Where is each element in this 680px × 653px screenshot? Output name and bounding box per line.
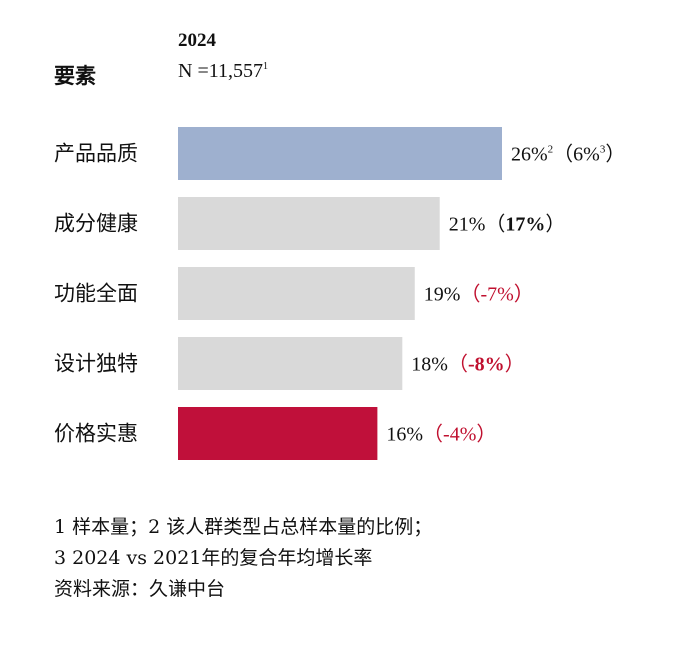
category-label: 价格实惠	[54, 422, 138, 446]
growth-label: -8%	[468, 354, 505, 376]
value-label: 16%（-4%）	[386, 422, 496, 446]
growth-close-paren: ）	[476, 422, 496, 446]
value-text: 18%	[411, 354, 448, 376]
footnote-source: 资料来源：久谦中台	[54, 578, 226, 600]
sample-size-header: N =11,5571	[178, 60, 268, 83]
category-column-header: 要素	[54, 63, 96, 88]
value-label: 21%（17%）	[449, 212, 566, 236]
growth-label: -7%	[480, 284, 513, 306]
value-footnote-marker: 2	[548, 144, 554, 156]
category-label: 功能全面	[54, 282, 138, 306]
category-label: 设计独特	[54, 352, 138, 376]
year-header: 2024	[178, 30, 216, 51]
value-text: 26%	[511, 144, 548, 166]
growth-close-paren: ）	[505, 352, 525, 376]
growth-open-paren: （	[553, 142, 573, 166]
bar	[178, 197, 440, 250]
footnote-line-1: 1 样本量；2 该人群类型占总样本量的比例；	[54, 516, 433, 538]
value-text: 16%	[386, 424, 423, 446]
value-text: 19%	[424, 284, 461, 306]
growth-label: -4%	[443, 424, 476, 446]
growth-footnote-marker: 3	[600, 144, 606, 156]
sample-size-text: N =11,557	[178, 60, 263, 82]
value-text: 21%	[449, 214, 486, 236]
growth-label: 6%	[573, 144, 600, 166]
bar-chart: 产品品质 26%2（6%3）成分健康 21%（17%）功能全面 19%（-7%）设计独…	[54, 127, 625, 460]
bar	[178, 337, 403, 390]
bar	[178, 267, 415, 320]
bar	[178, 407, 378, 460]
footnotes: 1 样本量；2 该人群类型占总样本量的比例； 3 2024 vs 2021年的复…	[54, 512, 432, 605]
growth-close-paren: ）	[545, 212, 565, 236]
bar	[178, 127, 502, 180]
growth-close-paren: ）	[605, 142, 625, 166]
growth-open-paren: （	[448, 352, 468, 376]
value-label: 26%2（6%3）	[511, 142, 625, 166]
value-label: 18%（-8%）	[411, 352, 524, 376]
value-label: 19%（-7%）	[424, 282, 534, 306]
footnote-line-2: 3 2024 vs 2021年的复合年均增长率	[54, 547, 373, 569]
growth-label: 17%	[505, 214, 545, 236]
growth-open-paren: （	[423, 422, 443, 446]
category-label: 成分健康	[54, 212, 138, 236]
growth-open-paren: （	[485, 212, 505, 236]
category-label: 产品品质	[54, 142, 138, 166]
growth-open-paren: （	[460, 282, 480, 306]
sample-size-footnote-marker: 1	[262, 61, 268, 72]
growth-close-paren: ）	[514, 282, 534, 306]
